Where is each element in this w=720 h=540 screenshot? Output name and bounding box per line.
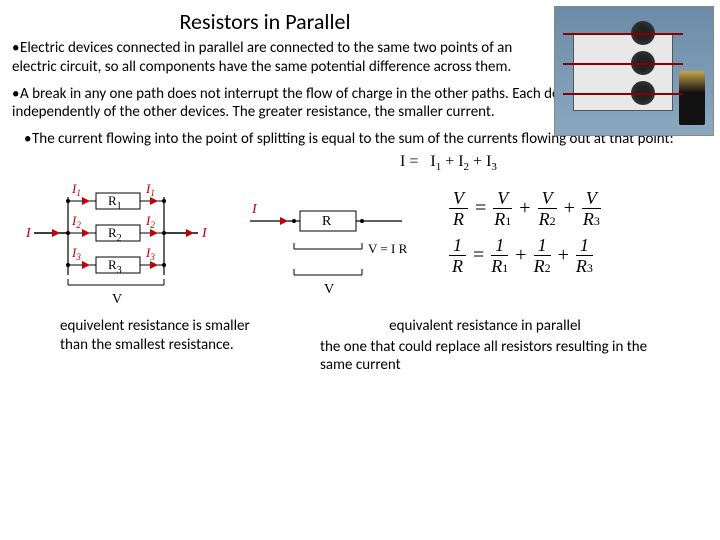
svg-text:R: R bbox=[322, 214, 332, 229]
svg-text:I: I bbox=[251, 202, 258, 217]
voltage-over-r-equation: VR = VR1 + VR2 + VR3 bbox=[446, 189, 686, 228]
svg-text:I: I bbox=[201, 226, 208, 241]
svg-text:I1: I1 bbox=[71, 181, 81, 198]
svg-text:V: V bbox=[324, 282, 334, 297]
svg-text:V = I R: V = I R bbox=[368, 241, 408, 256]
svg-text:I3: I3 bbox=[145, 245, 155, 262]
svg-text:I3: I3 bbox=[71, 245, 81, 262]
svg-text:I2: I2 bbox=[71, 213, 81, 230]
equivalent-circuit-diagram: I R V = I R V bbox=[236, 195, 416, 305]
photo-parallel-circuit bbox=[554, 6, 714, 136]
current-sum-equation: I = I1 + I2 + I3 bbox=[0, 153, 720, 173]
svg-text:I1: I1 bbox=[145, 181, 155, 198]
svg-text:I: I bbox=[25, 226, 32, 241]
note-equivalent-resistance: equivalent resistance in parallel the on… bbox=[320, 317, 650, 375]
parallel-circuit-diagram: I I I1 I2 I3 I1 I2 I3 R1 R2 R3 V bbox=[16, 179, 216, 309]
svg-text:V: V bbox=[112, 292, 122, 307]
note-smallest-resistance: equivelent resistance is smaller than th… bbox=[60, 317, 280, 375]
fraction-equations: VR = VR1 + VR2 + VR3 1R = 1R1 + 1R2 + 1R… bbox=[436, 179, 686, 283]
reciprocal-r-equation: 1R = 1R1 + 1R2 + 1R3 bbox=[446, 236, 686, 275]
svg-text:I2: I2 bbox=[145, 213, 155, 230]
